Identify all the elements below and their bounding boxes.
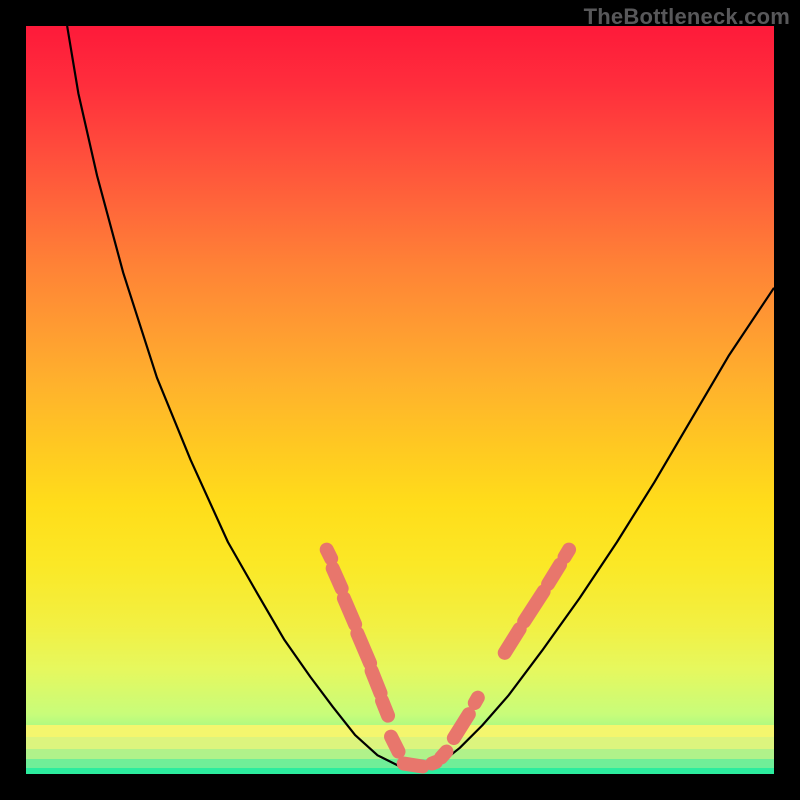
- marker-dash: [524, 591, 543, 621]
- marker-dash: [441, 752, 446, 758]
- marker-dash: [327, 550, 331, 559]
- chart-frame: TheBottleneck.com: [0, 0, 800, 800]
- marker-dash: [333, 568, 342, 588]
- marker-dash: [391, 737, 398, 752]
- marker-dash: [548, 565, 560, 584]
- valley-curve: [67, 26, 774, 769]
- marker-dash: [432, 762, 436, 764]
- marker-dash: [382, 701, 388, 716]
- marker-dash: [475, 698, 478, 703]
- marker-dash: [357, 633, 370, 663]
- marker-dash: [372, 671, 381, 693]
- marker-dash: [565, 550, 569, 557]
- plot-area: [26, 26, 774, 774]
- watermark-text: TheBottleneck.com: [584, 4, 790, 30]
- marker-dash: [454, 714, 469, 738]
- curve-layer: [26, 26, 774, 774]
- marker-dash: [344, 598, 355, 624]
- marker-dash: [505, 629, 520, 653]
- marker-dash: [404, 764, 423, 767]
